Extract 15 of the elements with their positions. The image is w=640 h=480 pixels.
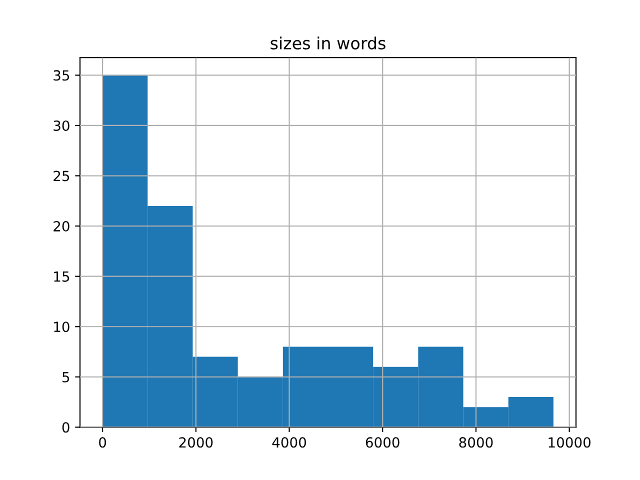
y-tick-label: 35 [54,70,70,81]
x-tick-label: 2000 [179,437,213,448]
chart-title: sizes in words [270,36,386,50]
y-tick-label: 10 [54,322,70,332]
y-tick-label: 0 [62,422,70,433]
x-tick-label: 4000 [272,437,306,448]
x-tick-label: 8000 [459,437,493,448]
y-tick-label: 20 [54,221,70,232]
y-tick-label: 15 [54,271,70,282]
x-tick-label: 6000 [366,437,400,448]
x-tick-label: 10000 [548,437,590,448]
y-tick-label: 5 [62,372,70,382]
x-tick-label: 0 [99,437,106,448]
y-tick-label: 25 [54,170,70,182]
y-tick-label: 30 [54,120,70,131]
